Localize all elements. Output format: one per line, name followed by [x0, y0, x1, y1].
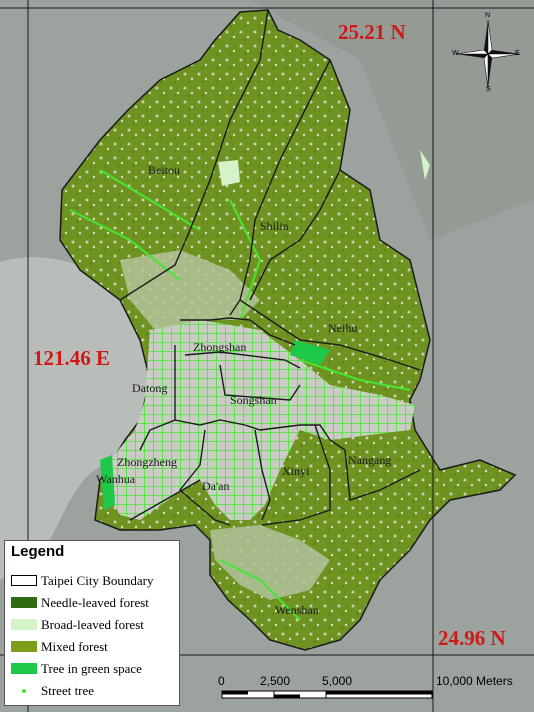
legend-label: Taipei City Boundary — [41, 573, 154, 588]
urban-north — [120, 250, 260, 330]
district-label: Nangang — [348, 453, 391, 467]
district-label: Zhongzheng — [117, 455, 177, 469]
urban-south — [210, 525, 330, 600]
north-label: N — [485, 12, 491, 19]
scale-label: 2,500 — [260, 674, 291, 688]
south-label: S — [486, 86, 491, 93]
district-label: Datong — [132, 381, 167, 395]
legend-label: Needle-leaved forest — [41, 595, 149, 610]
scale-label: 5,000 — [322, 674, 353, 688]
river — [0, 257, 161, 580]
green-space — [100, 455, 115, 510]
compass-rose-icon — [455, 19, 521, 89]
north-arrow: N S E W — [452, 12, 524, 93]
broad-forest-swatch — [11, 619, 37, 630]
legend-label: Broad-leaved forest — [41, 617, 144, 632]
scale-bar: 0 2,500 5,000 10,000 Meters — [210, 672, 530, 706]
district-label: Neihu — [328, 321, 357, 335]
map-legend: Legend Taipei City Boundary Needle-leave… — [4, 540, 180, 706]
latitude-label-top: 25.21 N — [338, 20, 406, 44]
green-space — [218, 160, 240, 186]
district-label: Zhongshan — [193, 340, 246, 354]
street-tree-lines — [69, 169, 411, 621]
green-space — [290, 340, 330, 365]
legend-label: Mixed forest — [41, 639, 108, 654]
green-space — [420, 150, 430, 180]
district-label: Xinyi — [282, 464, 310, 478]
latitude-label-bottom: 24.96 N — [438, 626, 506, 650]
urban-core — [105, 320, 415, 520]
legend-title: Legend — [11, 543, 65, 560]
east-label: E — [515, 50, 520, 57]
legend-item: Taipei City Boundary — [9, 571, 179, 591]
street-tree-dot-icon — [22, 689, 26, 693]
legend-item: Street tree — [9, 681, 179, 701]
longitude-label-left: 121.46 E — [33, 346, 111, 370]
boundary-swatch — [11, 575, 37, 586]
legend-item: Broad-leaved forest — [9, 615, 179, 635]
legend-label: Street tree — [41, 683, 95, 698]
legend-item: Tree in green space — [9, 659, 179, 679]
district-label: Da'an — [202, 479, 229, 493]
west-label: W — [452, 50, 459, 57]
green-space-swatch — [11, 663, 37, 674]
mixed-forest-swatch — [11, 641, 37, 652]
scale-label: 10,000 Meters — [436, 674, 513, 688]
needle-forest-swatch — [11, 597, 37, 608]
district-label: Wenshan — [275, 603, 319, 617]
district-label: Beitou — [148, 163, 180, 177]
district-label: Shilin — [260, 219, 289, 233]
scale-bar-graphic — [221, 690, 433, 699]
legend-item: Mixed forest — [9, 637, 179, 657]
district-label: Wanhua — [96, 472, 136, 486]
legend-item: Needle-leaved forest — [9, 593, 179, 613]
district-boundaries — [119, 9, 421, 526]
legend-label: Tree in green space — [41, 661, 142, 676]
district-label: Songshan — [230, 393, 277, 407]
mountain-shade — [0, 0, 534, 240]
scale-label: 0 — [218, 674, 225, 688]
